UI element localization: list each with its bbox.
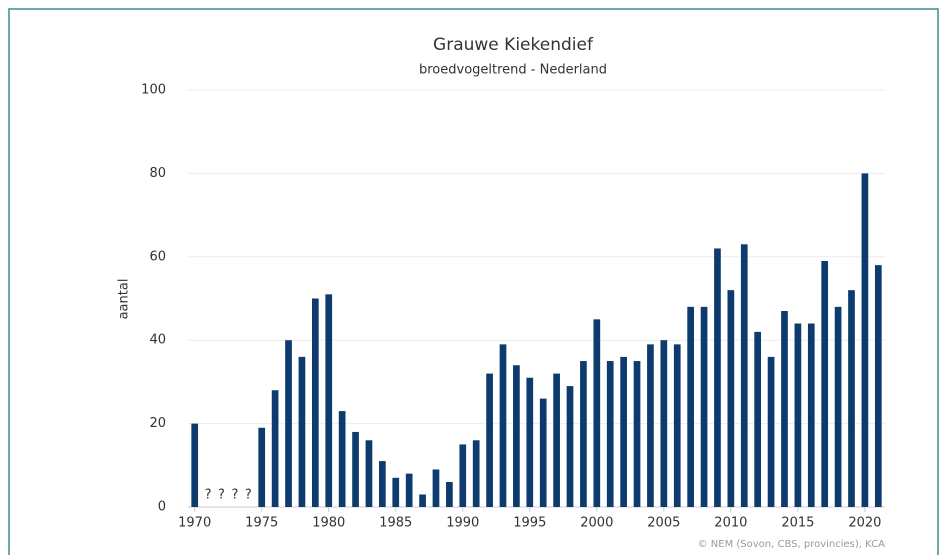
x-tick-label: 1990	[446, 516, 479, 531]
x-tick-label: 2005	[647, 516, 680, 531]
x-tick-label: 1970	[178, 516, 211, 531]
x-tick-label: 1985	[379, 516, 412, 531]
bar	[405, 473, 413, 507]
bar	[472, 440, 480, 507]
bar	[365, 440, 373, 507]
bar	[379, 461, 386, 507]
y-tick-label: 100	[141, 83, 166, 98]
bar	[486, 373, 493, 507]
y-tick-label: 20	[149, 416, 166, 431]
bar	[740, 244, 748, 508]
bar	[566, 386, 574, 507]
credit: © NEM (Sovon, CBS, provincies), KCA	[698, 539, 886, 550]
bar	[848, 290, 855, 507]
y-tick-label: 40	[149, 333, 166, 348]
y-tick-label: 60	[149, 249, 166, 264]
bar	[767, 356, 775, 507]
bar	[258, 427, 266, 507]
chart-subtitle: broedvogeltrend - Nederland	[419, 63, 607, 78]
bar	[821, 260, 829, 507]
bar	[687, 306, 694, 507]
bar	[311, 298, 319, 507]
bar	[660, 340, 668, 507]
y-tick-label: 80	[149, 166, 166, 181]
bar	[647, 344, 654, 507]
bar	[874, 265, 882, 507]
bar	[781, 311, 788, 507]
x-tick-label: 2015	[781, 516, 814, 531]
frame	[8, 8, 939, 555]
bar	[620, 356, 627, 507]
y-axis-label: aantal	[117, 279, 132, 320]
bar	[338, 411, 346, 507]
bar	[526, 377, 534, 507]
x-tick-label: 2020	[848, 516, 881, 531]
bar	[714, 248, 721, 507]
x-tick-label: 2000	[580, 516, 613, 531]
bar	[392, 477, 400, 507]
bar	[606, 361, 614, 507]
value-label: ?	[245, 488, 252, 503]
bar	[673, 344, 681, 507]
bar	[419, 494, 426, 507]
bar	[807, 323, 815, 507]
bar	[513, 365, 520, 507]
bar	[700, 306, 708, 507]
bar	[580, 361, 587, 507]
bar	[539, 398, 547, 507]
value-label: ?	[231, 488, 238, 503]
bar	[298, 356, 306, 507]
bar	[446, 481, 453, 507]
bar	[861, 173, 869, 507]
y-tick-label: 0	[158, 500, 166, 515]
bar	[352, 431, 359, 507]
bar	[459, 444, 467, 507]
x-tick-label: 1980	[312, 516, 345, 531]
bar	[754, 331, 762, 507]
bar	[285, 340, 292, 507]
chart-title: Grauwe Kiekendief	[433, 35, 594, 55]
bar	[432, 469, 440, 507]
bar	[191, 423, 199, 507]
bar	[553, 373, 560, 507]
value-label: ?	[218, 488, 225, 503]
x-tick-label: 1975	[245, 516, 278, 531]
bar	[593, 319, 601, 507]
bar	[727, 290, 735, 507]
value-label: ?	[205, 488, 212, 503]
x-tick-label: 1995	[513, 516, 546, 531]
bar	[834, 306, 842, 507]
bar	[633, 361, 641, 507]
bar	[794, 323, 802, 507]
x-tick-label: 2010	[714, 516, 747, 531]
bar	[499, 344, 507, 507]
bar	[325, 294, 333, 507]
bar	[271, 390, 279, 507]
